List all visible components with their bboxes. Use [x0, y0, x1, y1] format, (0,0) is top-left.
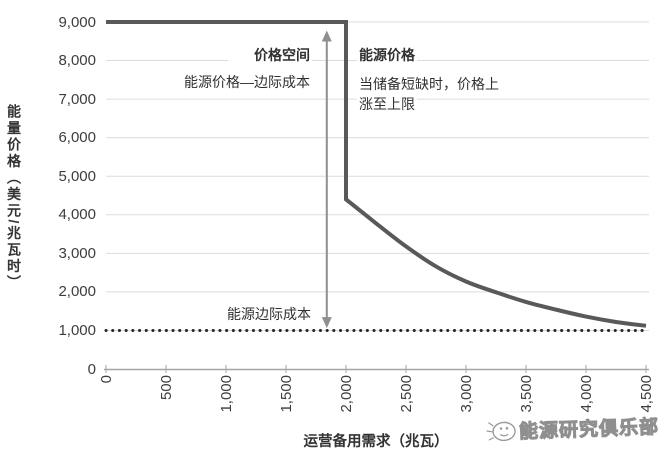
y-tick-label: 0	[87, 360, 96, 378]
x-tick-label: 3,000	[458, 375, 475, 413]
gap-arrow-head-down	[321, 317, 332, 329]
x-tick-label: 1,500	[278, 375, 295, 413]
x-tick-label: 4,500	[638, 375, 655, 413]
watermark: 能源研究俱乐部	[485, 408, 660, 448]
x-axis-title: 运营备用需求（兆瓦）	[303, 434, 449, 450]
price-curve	[106, 20, 647, 328]
annotation-energy-price-title: 能源价格	[357, 46, 417, 65]
y-tick-label: 3,000	[58, 244, 96, 262]
y-tick-label: 2,000	[58, 283, 96, 301]
annotation-energy-price-line2: 涨至上限	[357, 95, 417, 114]
y-axis-title: 能量价格（美元/兆瓦时）	[6, 104, 22, 292]
x-tick-label: 4,000	[578, 375, 595, 413]
annotation-marginal-cost-label: 能源边际成本	[211, 305, 313, 324]
annotation-price-gap-subtitle: 能源价格—边际成本	[166, 73, 312, 92]
x-tick-label: 0	[98, 375, 115, 384]
y-tick-label: 6,000	[58, 129, 96, 147]
y-tick-label: 1,000	[58, 321, 96, 339]
gap-arrow-head-up	[321, 30, 332, 42]
annotation-price-gap-title: 价格空间	[228, 46, 312, 65]
y-tick-label: 5,000	[58, 167, 96, 185]
x-tick-label: 2,000	[338, 375, 355, 413]
x-tick-label: 1,000	[218, 375, 235, 413]
y-tick-label: 8,000	[58, 52, 96, 70]
y-tick-label: 9,000	[58, 13, 96, 31]
y-tick-label: 4,000	[58, 206, 96, 224]
y-tick-label: 7,000	[58, 90, 96, 108]
annotation-energy-price-line1: 当储备短缺时，价格上	[357, 75, 501, 94]
x-tick-label: 3,500	[518, 375, 535, 413]
x-tick-label: 500	[158, 375, 175, 401]
x-tick-label: 2,500	[398, 375, 415, 413]
doodle-face-icon	[486, 421, 516, 442]
